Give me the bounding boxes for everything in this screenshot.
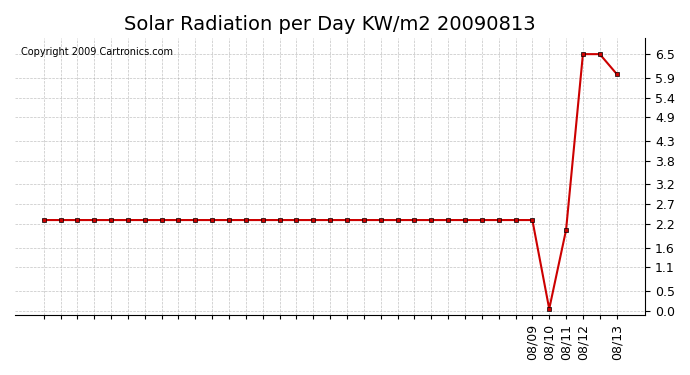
Text: Copyright 2009 Cartronics.com: Copyright 2009 Cartronics.com xyxy=(21,46,173,57)
Title: Solar Radiation per Day KW/m2 20090813: Solar Radiation per Day KW/m2 20090813 xyxy=(124,15,536,34)
